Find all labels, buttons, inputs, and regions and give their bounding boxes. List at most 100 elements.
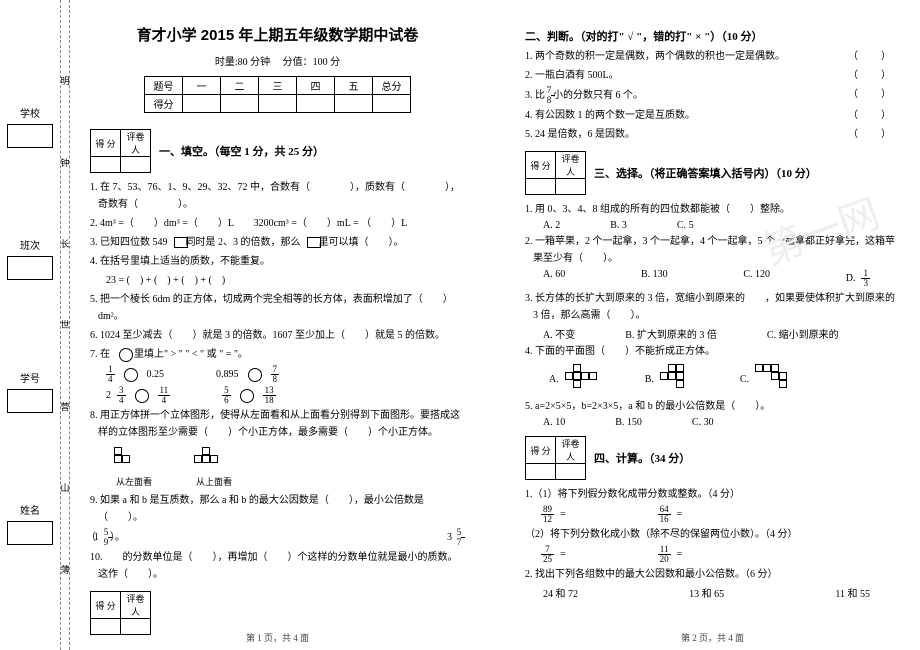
fold-line: 明 钟 长 世 营 山 薄 (60, 0, 70, 650)
fold-char: 钟 (61, 156, 70, 169)
cell[interactable] (373, 95, 411, 113)
pair: 13 和 65 (689, 585, 724, 600)
cell: 四 (297, 77, 335, 95)
circle-blank-icon[interactable] (119, 348, 133, 362)
circle-blank-icon[interactable] (248, 368, 262, 382)
net-shape (755, 364, 795, 394)
paren[interactable]: （ ） (856, 48, 892, 65)
q3-4: 4. 下面的平面图（ ）不能折成正方体。 (525, 343, 900, 360)
text: 2. 一瓶白酒有 500L。 (533, 67, 619, 84)
cell: 得 分 (91, 592, 121, 619)
page-footer-1: 第 1 页，共 4 面 (70, 631, 485, 644)
exam-title: 育才小学 2015 年上期五年级数学期中试卷 (90, 24, 465, 45)
q4-3: 2. 找出下列各组数中的最大公因数和最小公倍数。（6 分） (525, 566, 900, 583)
grader-table: 得 分评卷人 (525, 151, 586, 195)
opt[interactable]: A. 60 (543, 269, 565, 288)
paren[interactable]: （ ） (856, 86, 892, 105)
section-3-title: 三、选择。（将正确答案填入括号内）（10 分） (594, 165, 817, 181)
margin-label-school: 学校 (20, 105, 40, 120)
opt[interactable]: D.13 (846, 269, 870, 288)
text: 3. 比 78 小的分数只有 6 个。 (533, 86, 643, 105)
section-3-header: 得 分评卷人 三、选择。（将正确答案填入括号内）（10 分） (525, 151, 900, 195)
section-4-header: 得 分评卷人 四、计算。（34 分） (525, 436, 900, 480)
grader-table: 得 分评卷人 (90, 129, 151, 173)
q1-9: 9. 如果 a 和 b 是互质数，那么 a 和 b 的最大公因数是（ ），最小公… (90, 492, 465, 526)
q3-4-opts: A. B. C. (525, 364, 900, 394)
opt[interactable]: C. 30 (692, 417, 714, 428)
opt-C[interactable]: C. (740, 364, 795, 394)
opt[interactable]: A. 不变 (543, 326, 575, 341)
opt[interactable]: B. 130 (641, 269, 668, 288)
cell[interactable] (556, 179, 586, 195)
fraction: 1318 (263, 386, 276, 405)
time-limit: 时量:80 分钟 (215, 57, 270, 68)
fraction: 14 (106, 365, 115, 384)
section-1-header: 得 分评卷人 一、填空。（每空 1 分，共 25 分） (90, 129, 465, 173)
cell: 二 (221, 77, 259, 95)
q1-7-row1: 14 0.25 0.895 78 (90, 365, 465, 384)
text: 3. 已知四位数 549 (98, 234, 168, 251)
fraction: 34 (117, 386, 126, 405)
cell[interactable] (121, 157, 151, 173)
shape-top-view: 从上面看 (194, 445, 234, 488)
cell[interactable] (259, 95, 297, 113)
section-foot-grader: 得 分评卷人 (90, 591, 465, 635)
text: 7. 在 (98, 346, 110, 363)
pair: 24 和 72 (543, 585, 578, 600)
text: 1. 两个奇数的积一定是偶数，两个偶数的积也一定是偶数。 (533, 48, 785, 65)
paren[interactable]: （ ） (856, 126, 892, 143)
opt[interactable]: B. 扩大到原来的 3 倍 (625, 326, 717, 341)
q1-4: 4. 在括号里填上适当的质数，不能重复。 (90, 253, 465, 270)
opt[interactable]: B. 3 (610, 220, 627, 231)
cell[interactable] (221, 95, 259, 113)
fold-char: 营 (61, 400, 70, 413)
margin-box-class[interactable] (7, 256, 53, 280)
opt-A[interactable]: A. (549, 364, 605, 394)
opt[interactable]: C. 5 (677, 220, 694, 231)
text: 2 (106, 387, 111, 404)
cell[interactable] (526, 464, 556, 480)
circle-blank-icon[interactable] (124, 368, 138, 382)
q3-5-opts: A. 10 B. 150 C. 30 (525, 417, 900, 428)
binding-margin: 学校 班次 学号 姓名 (0, 0, 60, 650)
circle-blank-icon[interactable] (135, 389, 149, 403)
section-1-title: 一、填空。（每空 1 分，共 25 分） (159, 143, 324, 159)
paren[interactable]: （ ） (856, 107, 892, 124)
fold-char: 薄 (61, 563, 70, 576)
text: 0.895 (216, 366, 239, 383)
fraction: 114 (158, 386, 171, 405)
exam-subtitle: 时量:80 分钟 分值：100 分 (90, 53, 465, 68)
q2-5: 5. 24 是倍数，6 是因数。 （ ） (525, 126, 900, 143)
opt[interactable]: B. 150 (615, 417, 642, 428)
fold-char: 山 (61, 481, 70, 494)
margin-box-school[interactable] (7, 124, 53, 148)
text: 里填上" > " " < " 或 " = "。 (142, 346, 248, 363)
margin-box-name[interactable] (7, 521, 53, 545)
cell[interactable] (183, 95, 221, 113)
cell[interactable] (297, 95, 335, 113)
label: C. (740, 374, 749, 385)
net-shape (660, 364, 700, 394)
fraction: 56 (222, 386, 231, 405)
opt-B[interactable]: B. (645, 364, 700, 394)
cell: 总分 (373, 77, 411, 95)
q4-1-exprs: 8912 = 6416 = (525, 505, 900, 524)
opt[interactable]: A. 10 (543, 417, 565, 428)
q1-5: 5. 把一个棱长 6dm 的正方体，切成两个完全相等的长方体，表面积增加了（ ）… (90, 291, 465, 325)
cell[interactable] (556, 464, 586, 480)
cell[interactable] (335, 95, 373, 113)
cell[interactable] (526, 179, 556, 195)
margin-id: 学号 (4, 370, 56, 413)
opt[interactable]: C. 120 (743, 269, 770, 288)
opt[interactable]: C. 缩小到原来的 (767, 326, 839, 341)
margin-box-id[interactable] (7, 389, 53, 413)
margin-label-class: 班次 (20, 237, 40, 252)
cell[interactable] (91, 157, 121, 173)
opt[interactable]: A. 2 (543, 220, 560, 231)
q2-2: 2. 一瓶白酒有 500L。 （ ） (525, 67, 900, 84)
circle-blank-icon[interactable] (240, 389, 254, 403)
q1-9-mixed: （ 1 59 ）。 3 57 (90, 528, 465, 547)
paren[interactable]: （ ） (856, 67, 892, 84)
text: 5. 24 是倍数，6 是因数。 (533, 126, 635, 143)
grader-table: 得 分评卷人 (525, 436, 586, 480)
